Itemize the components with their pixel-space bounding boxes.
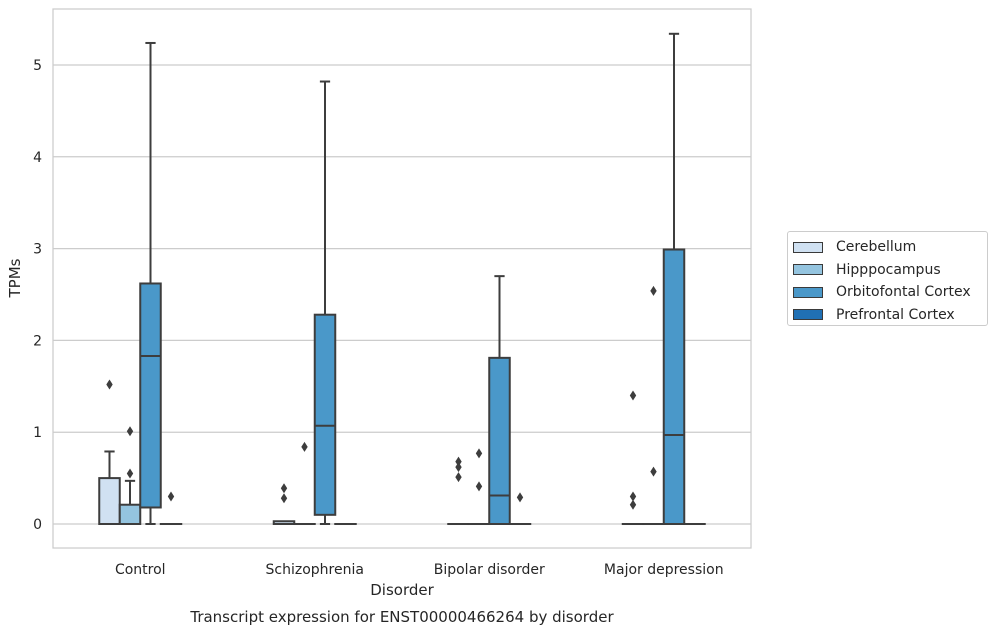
x-tick-label: Control: [115, 562, 166, 578]
outlier-point: [126, 426, 134, 437]
box: [467, 448, 491, 526]
box-body: [118, 503, 142, 525]
outlier-point: [516, 492, 524, 503]
box: [662, 32, 686, 525]
y-tick-labels: 0 1 2 3 4 5: [33, 58, 42, 533]
legend-item: Prefrontal Cortex: [793, 304, 987, 327]
box-body: [662, 248, 686, 525]
legend-label: Prefrontal Cortex: [836, 306, 955, 323]
y-tick-label: 3: [33, 242, 42, 258]
y-tick-label: 5: [33, 58, 42, 74]
box-body: [98, 477, 121, 526]
plot-frame: [52, 8, 752, 549]
x-axis-label: Disorder: [370, 581, 434, 599]
legend-item: Orbitofontal Cortex: [793, 281, 987, 304]
chart-legend: Cerebellum Hipppocampus Orbitofontal Corte…: [787, 231, 988, 326]
box: [272, 483, 296, 525]
outlier-point: [629, 499, 637, 510]
outlier-point: [280, 493, 288, 504]
box: [621, 390, 645, 526]
outlier-point: [475, 481, 483, 492]
legend-item: Hipppocampus: [793, 259, 987, 282]
box: [98, 379, 121, 526]
outlier-point: [629, 390, 637, 401]
chart-title: Transcript expression for ENST0000046626…: [189, 608, 614, 626]
box: [508, 492, 532, 526]
outlier-point: [126, 468, 134, 479]
legend-label: Orbitofontal Cortex: [836, 284, 971, 301]
outlier-point: [301, 441, 308, 452]
box: [447, 456, 470, 526]
x-tick-label: Major depression: [604, 562, 724, 578]
box: [488, 275, 511, 526]
y-axis-label: TPMs: [6, 258, 24, 298]
x-tick-label: Bipolar disorder: [434, 562, 545, 578]
legend-swatch: [793, 286, 823, 298]
y-tick-label: 2: [33, 333, 42, 349]
legend-label: Cerebellum: [836, 239, 917, 256]
outlier-point: [650, 285, 657, 296]
box: [313, 80, 337, 525]
box: [118, 426, 142, 525]
legend-swatch: [793, 309, 823, 321]
box: [642, 285, 665, 526]
outlier-point: [455, 462, 462, 473]
box: [293, 441, 316, 526]
outlier-point: [629, 491, 637, 502]
legend-label: Hipppocampus: [836, 261, 941, 278]
box-body: [139, 282, 162, 509]
outlier-point: [280, 483, 288, 494]
outlier-point: [106, 379, 113, 390]
y-tick-label: 1: [33, 425, 42, 441]
outlier-point: [455, 472, 462, 483]
outlier-point: [650, 466, 657, 477]
outlier-point: [455, 456, 462, 467]
box-body: [313, 313, 337, 516]
box: [159, 491, 183, 526]
x-tick-label: Schizophrenia: [266, 562, 364, 578]
legend-swatch: [793, 264, 823, 276]
legend-swatch: [793, 241, 823, 253]
box-plot-marks: [98, 32, 706, 526]
outlier-point: [167, 491, 175, 502]
legend-item: Cerebellum: [793, 236, 987, 259]
outlier-point: [475, 448, 483, 459]
x-tick-labels: Control Schizophrenia Bipolar disorder Majo…: [115, 562, 724, 578]
box: [139, 41, 162, 525]
box-body: [488, 356, 511, 526]
y-tick-label: 4: [33, 150, 42, 166]
y-tick-label: 0: [33, 517, 42, 533]
